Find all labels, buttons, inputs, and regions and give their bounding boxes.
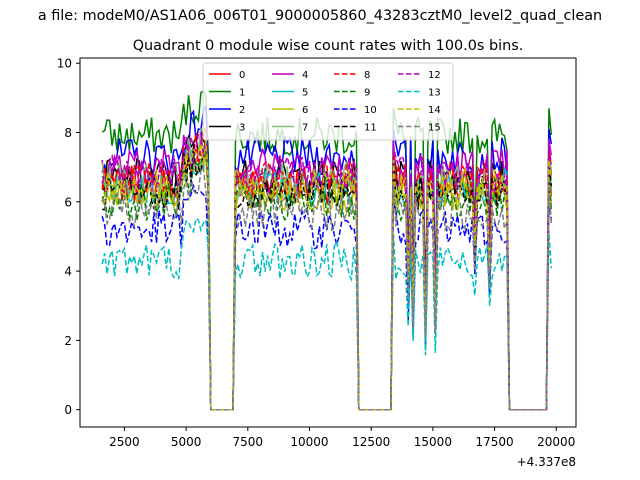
legend-label-2: 2 [239,105,245,116]
x-tick-label: 17500 [475,435,513,449]
series-line-13 [101,217,553,411]
x-tick-label: 7500 [233,435,264,449]
legend-label-10: 10 [364,105,377,116]
x-offset-label: +4.337e8 [517,455,576,469]
chart-title: Quadrant 0 module wise count rates with … [133,38,524,54]
legend-label-0: 0 [239,70,245,81]
legend-label-12: 12 [428,70,441,81]
y-tick-label: 0 [64,403,72,417]
plot-frame [79,57,577,428]
legend-label-3: 3 [239,122,245,133]
series-line-12 [101,131,553,411]
legend-label-6: 6 [302,105,308,116]
legend-label-13: 13 [428,87,441,98]
legend-label-1: 1 [239,87,245,98]
axes: 2500 5000 7500 10000 12500 15000 17500 20000 0 2 4… [57,57,577,449]
x-tick-label: 10000 [290,435,328,449]
series-lines [101,89,553,411]
legend-box [202,62,454,141]
x-tick-label: 12500 [352,435,390,449]
x-tick-label: 20000 [537,435,575,449]
series-line-14 [101,138,553,411]
figure-suptitle: a file: modeM0/AS1A06_006T01_9000005860_… [38,8,602,24]
y-tick-label: 6 [64,195,72,209]
x-tick-label: 5000 [171,435,202,449]
legend-label-9: 9 [364,87,370,98]
y-tick-label: 10 [57,57,72,71]
x-tick-label: 15000 [414,435,452,449]
legend-label-14: 14 [428,105,441,116]
y-tick-label: 8 [64,126,72,140]
legend-label-15: 15 [428,122,441,133]
legend-label-4: 4 [302,70,308,81]
legend-label-8: 8 [364,70,370,81]
series-line-1 [101,89,553,411]
legend-label-11: 11 [364,122,377,133]
x-tick-label: 2500 [109,435,140,449]
series-line-10 [101,183,553,411]
legend-label-5: 5 [302,87,308,98]
y-tick-label: 4 [64,265,72,279]
legend-label-7: 7 [302,122,308,133]
y-tick-label: 2 [64,334,72,348]
series-line-15 [101,164,553,411]
